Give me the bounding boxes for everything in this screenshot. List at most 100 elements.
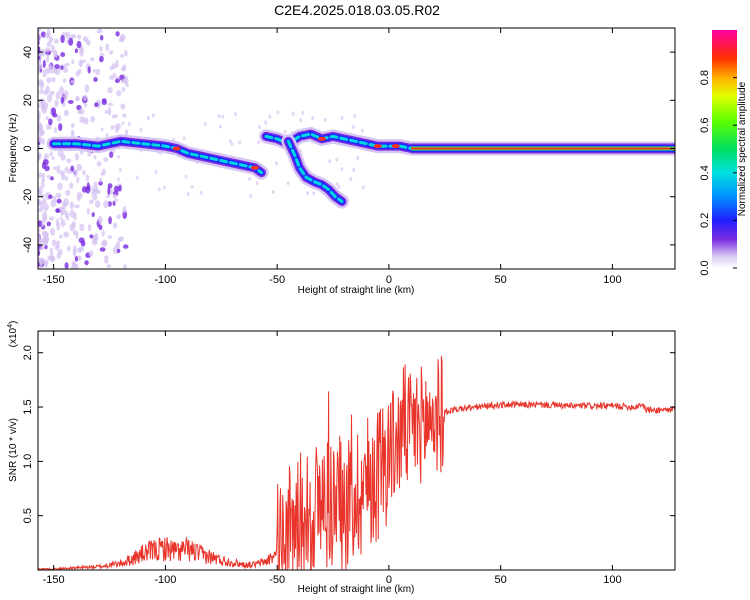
spectrogram-noise (157, 187, 161, 192)
snr-series-line (38, 355, 675, 570)
spectrogram-noise (38, 32, 41, 39)
spectrogram-noise (51, 239, 57, 246)
spectrogram-noise (77, 34, 82, 40)
spectrogram-noise (73, 169, 78, 178)
spectrogram-noise (162, 185, 166, 190)
spectrogram-noise (105, 194, 111, 199)
spectrogram-noise (335, 157, 339, 162)
spectrogram-noise (66, 158, 72, 164)
spectrogram-noise (49, 151, 53, 157)
spectrogram-noise (86, 207, 90, 215)
spectrogram-noise (71, 34, 77, 39)
spectrogram-noise (356, 156, 360, 161)
spectrogram-noise (58, 234, 63, 239)
spectrogram-noise (85, 40, 91, 46)
spectrogram-noise (248, 176, 252, 181)
spectrogram-noise (39, 88, 44, 94)
snr-x-tick-label: -100 (154, 574, 176, 586)
spectrogram-noise (110, 125, 115, 130)
spectrogram-y-tick-label: 40 (22, 46, 34, 58)
spectrogram-noise (49, 216, 54, 221)
spectrogram-noise (100, 34, 104, 41)
spectrogram-noise (88, 199, 94, 205)
spectrogram-noise (91, 212, 95, 218)
spectrogram-noise (52, 112, 58, 118)
spectrogram-noise (93, 77, 98, 82)
spectrogram-noise (72, 230, 79, 236)
spectrogram-noise (48, 62, 52, 70)
spectrogram-noise (98, 180, 103, 186)
spectrogram-noise (249, 193, 253, 198)
spectrogram-noise (53, 127, 58, 133)
spectrogram-noise (112, 200, 116, 207)
spectrogram-noise (76, 195, 81, 202)
snr-x-tick-label: -150 (43, 574, 65, 586)
spectrogram-noise (109, 65, 114, 71)
spectrogram-noise (311, 116, 315, 121)
spectrogram-noise (89, 234, 94, 239)
spectrogram-noise (103, 157, 109, 163)
spectrogram-noise (276, 110, 280, 115)
spectrogram-noise (84, 260, 89, 266)
spectrogram-noise (286, 181, 290, 186)
spectrogram-noise (48, 36, 53, 44)
spectrogram-noise (56, 114, 62, 122)
spectrogram-noise (42, 159, 49, 166)
spectrogram-noise (100, 172, 105, 176)
spectrogram-noise (151, 113, 155, 118)
spectrogram-noise (352, 167, 356, 172)
spectrogram-noise (107, 235, 113, 239)
spectrogram-noise (90, 116, 96, 123)
spectrogram-noise (121, 86, 126, 92)
spectrogram-noise (340, 115, 344, 120)
spectrogram-noise (62, 67, 69, 73)
spectrogram-noise (116, 214, 121, 220)
spectrogram-x-tick-label: 50 (495, 274, 507, 286)
spectrogram-noise (67, 99, 74, 104)
spectrogram-noise (112, 222, 118, 229)
spectrogram-peak (373, 144, 382, 149)
snr-y-tick-label: 1.5 (22, 399, 34, 414)
spectrogram-noise (38, 119, 42, 128)
spectrogram-noise (57, 248, 63, 256)
spectrogram-noise (79, 223, 85, 232)
spectrogram-noise (64, 210, 68, 219)
spectrogram-noise (68, 37, 74, 46)
spectrogram-noise (38, 220, 42, 227)
spectrogram-noise (146, 116, 150, 121)
spectrogram-noise (230, 142, 234, 147)
spectrogram-noise (76, 40, 82, 49)
spectrogram-ridge-left-core (52, 139, 263, 175)
spectrogram-noise (43, 101, 49, 110)
spectrogram-peak (172, 146, 181, 151)
spectrogram-noise (54, 66, 61, 76)
spectrogram-noise (135, 175, 139, 180)
spectrogram-ridge-branch-core (286, 139, 344, 203)
spectrogram-noise (89, 57, 95, 62)
spectrogram-noise (112, 246, 119, 255)
spectrogram-x-tick-label: 0 (386, 274, 392, 286)
spectrogram-noise (91, 240, 98, 246)
spectrogram-noise (184, 174, 188, 179)
spectrogram-noise (109, 74, 115, 81)
spectrogram-noise (97, 215, 103, 224)
spectrogram-noise (115, 59, 119, 69)
spectrogram-noise (120, 103, 126, 110)
spectrogram-noise (56, 199, 62, 204)
spectrogram-noise (115, 126, 119, 134)
spectrogram-noise (182, 136, 186, 141)
spectrogram-noise (312, 191, 316, 196)
spectrogram-noise (113, 193, 117, 198)
spectrogram-noise (107, 106, 112, 116)
spectrogram-noise (64, 62, 70, 67)
spectrogram-noise (228, 139, 232, 144)
spectrogram-noise (96, 28, 103, 34)
spectrogram-noise (95, 68, 101, 76)
spectrogram-noise (107, 87, 113, 94)
spectrogram-noise (199, 190, 203, 195)
spectrogram-noise (94, 102, 99, 108)
spectrogram-noise (85, 174, 90, 182)
spectrogram-noise (58, 123, 63, 132)
spectrogram-noise (186, 192, 190, 197)
spectrogram-noise (306, 191, 310, 196)
